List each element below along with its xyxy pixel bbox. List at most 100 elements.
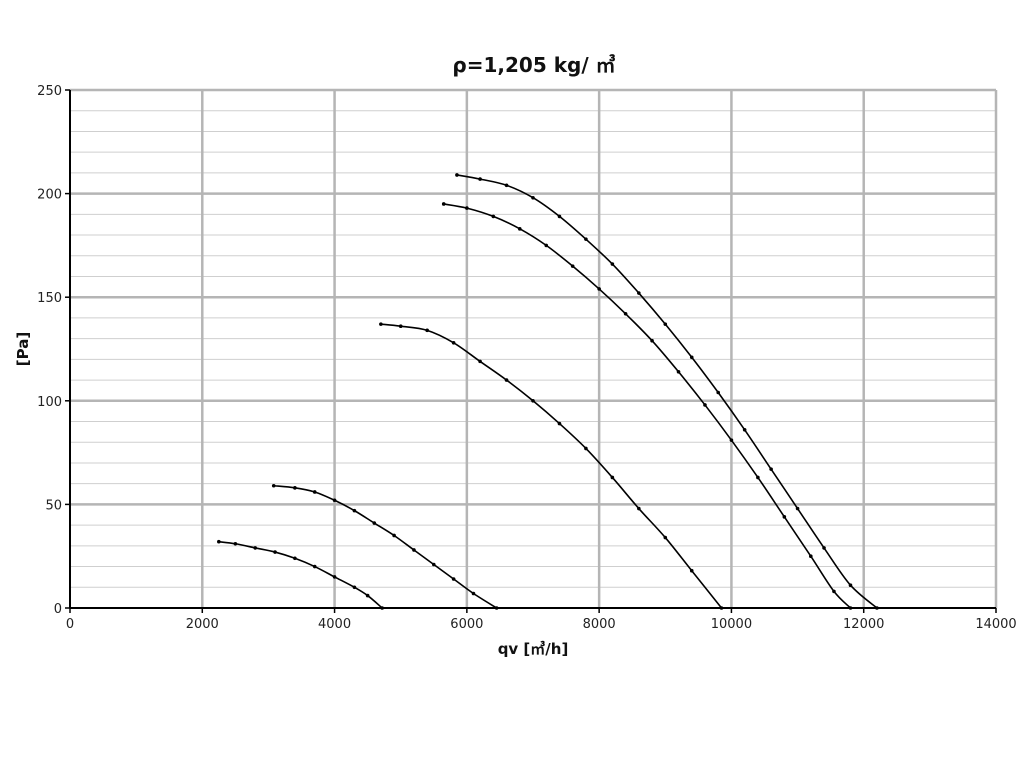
series-4-point-1 — [441, 202, 446, 206]
series-2-point-1 — [271, 483, 276, 488]
series-5-point-5 — [557, 214, 562, 219]
series-2-point-11 — [471, 591, 476, 596]
series-5-point-6 — [584, 237, 588, 241]
series-1 — [217, 539, 384, 610]
series-5-point-11 — [716, 390, 720, 395]
series-4-point-10 — [676, 369, 681, 374]
series-3-point-8 — [557, 421, 562, 426]
series-1-point-8 — [352, 585, 357, 590]
series-4-point-5 — [544, 243, 549, 248]
series-5-point-4 — [531, 195, 535, 200]
series-2-point-7 — [392, 533, 396, 538]
series-4-point-9 — [650, 338, 654, 343]
series-3-point-11 — [637, 506, 641, 511]
chart-title: ρ=1,205 kg/ ㎥ — [452, 53, 615, 77]
series-1-point-9 — [365, 593, 370, 598]
series-5-point-9 — [663, 322, 668, 326]
series-5-point-12 — [742, 428, 747, 432]
series-5-line — [456, 174, 878, 609]
series-5-point-17 — [875, 606, 879, 610]
series-layer — [217, 173, 879, 610]
series-3-point-1 — [379, 322, 383, 326]
series-3 — [379, 322, 724, 610]
series-5-point-13 — [769, 467, 773, 471]
x-tick-labels: 0 2000 4000 6000 8000 10000 12000 14000 — [66, 608, 1017, 632]
y-tick-labels: 0 50 100 150 200 250 — [37, 84, 70, 617]
y-tick-label: 100 — [37, 395, 62, 410]
series-4-point-11 — [703, 403, 707, 407]
series-3-point-5 — [478, 359, 482, 364]
series-2-point-10 — [451, 577, 456, 581]
series-4-point-15 — [809, 554, 813, 558]
series-2-point-4 — [332, 498, 337, 503]
series-5-point-8 — [637, 291, 641, 295]
series-4 — [441, 202, 853, 610]
x-tick-label: 6000 — [450, 617, 483, 632]
series-1-point-5 — [293, 556, 297, 561]
axes — [69, 90, 996, 609]
series-1-point-2 — [233, 541, 238, 546]
series-1-point-1 — [217, 539, 221, 544]
y-tick-label: 200 — [37, 188, 62, 203]
series-3-point-14 — [719, 606, 724, 610]
series-4-point-3 — [491, 214, 496, 219]
series-2-point-6 — [372, 521, 377, 525]
series-5-point-15 — [822, 546, 826, 550]
series-5-point-14 — [795, 506, 800, 511]
y-tick-label: 0 — [54, 602, 62, 617]
series-4-point-13 — [756, 475, 760, 480]
series-5-point-1 — [455, 173, 459, 177]
x-axis-title: qv [㎥/h] — [498, 640, 569, 658]
y-tick-label: 50 — [45, 498, 62, 513]
series-5-point-3 — [504, 183, 509, 188]
series-3-point-9 — [584, 446, 588, 451]
series-4-point-8 — [623, 311, 628, 316]
series-3-point-13 — [689, 568, 694, 573]
series-1-point-3 — [253, 546, 257, 550]
series-4-line — [443, 203, 852, 609]
series-5-point-10 — [689, 355, 694, 360]
series-2-point-8 — [412, 548, 416, 552]
series-1-point-4 — [273, 550, 277, 554]
series-2-point-2 — [293, 486, 297, 490]
series-4-point-2 — [465, 206, 469, 210]
y-tick-label: 250 — [37, 84, 62, 99]
series-3-point-7 — [531, 399, 535, 403]
series-5 — [455, 173, 879, 610]
series-3-point-2 — [398, 324, 403, 329]
series-2-point-5 — [352, 508, 357, 513]
series-1-point-6 — [312, 564, 317, 569]
x-tick-label: 8000 — [583, 617, 616, 632]
series-3-point-6 — [504, 378, 509, 382]
series-5-point-2 — [478, 177, 482, 181]
x-tick-label: 14000 — [975, 617, 1016, 632]
x-tick-label: 0 — [66, 617, 74, 632]
series-3-point-3 — [425, 328, 429, 333]
series-4-point-17 — [848, 606, 853, 610]
y-axis-title: [Pa] — [14, 332, 32, 366]
series-5-point-16 — [848, 583, 853, 588]
series-4-point-14 — [782, 515, 787, 519]
series-1-point-7 — [332, 575, 337, 579]
series-4-point-6 — [570, 264, 575, 268]
major-gridlines — [70, 88, 998, 608]
x-tick-label: 2000 — [186, 617, 219, 632]
series-3-point-12 — [663, 535, 668, 540]
x-tick-label: 4000 — [318, 617, 351, 632]
series-2-point-12 — [494, 606, 499, 610]
series-4-point-4 — [517, 227, 522, 231]
y-tick-label: 150 — [37, 291, 62, 306]
minor-gridlines — [70, 110, 996, 588]
series-4-point-16 — [832, 589, 836, 594]
series-1-point-10 — [380, 606, 384, 610]
series-2-point-9 — [431, 562, 436, 567]
series-3-line — [380, 323, 723, 609]
series-3-point-4 — [451, 340, 456, 345]
x-tick-label: 12000 — [843, 617, 884, 632]
series-5-point-7 — [610, 262, 615, 266]
series-2 — [271, 483, 499, 610]
series-2-point-3 — [312, 490, 317, 494]
x-tick-label: 10000 — [711, 617, 752, 632]
series-4-point-12 — [729, 438, 734, 442]
